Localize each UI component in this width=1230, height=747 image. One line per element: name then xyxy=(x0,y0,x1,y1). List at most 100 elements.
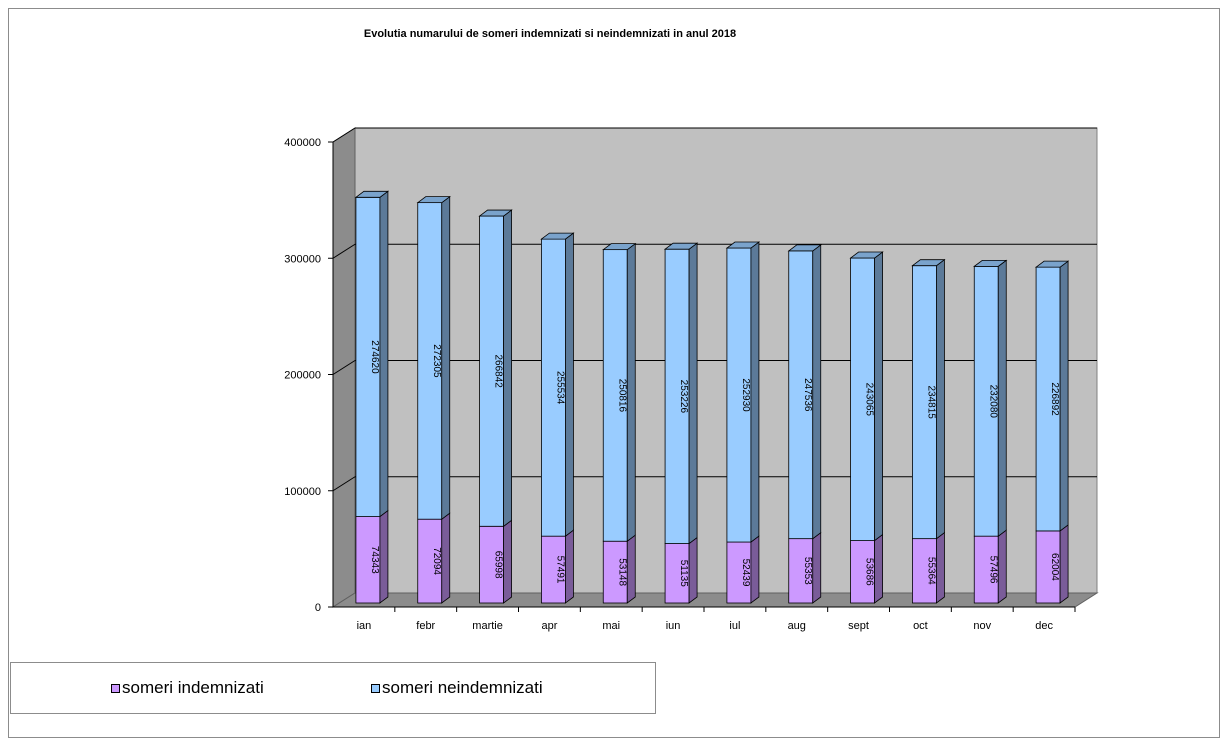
x-tick-label: martie xyxy=(472,620,503,632)
data-label: 74343 xyxy=(369,546,380,574)
bar-indemnizati-side xyxy=(750,535,760,604)
bar-neindemnizati-side xyxy=(379,190,389,518)
bar-neindemnizati-side xyxy=(565,232,574,537)
legend-label-indemnizati: someri indemnizati xyxy=(122,678,264,697)
bar-indemnizati-side xyxy=(441,512,451,604)
bar-indemnizati-side xyxy=(874,533,883,604)
x-tick-label: nov xyxy=(973,620,991,632)
bar-neindemnizati-top xyxy=(973,259,1008,267)
data-label: 57491 xyxy=(554,556,565,584)
bar-indemnizati xyxy=(726,541,752,604)
bar-indemnizati xyxy=(850,540,875,604)
legend-item-indemnizati: someri indemnizati xyxy=(111,678,264,698)
bar-neindemnizati xyxy=(1035,266,1061,532)
bar-neindemnizati-side xyxy=(1059,260,1069,532)
bar-indemnizati xyxy=(602,540,628,604)
x-tick-label: apr xyxy=(541,620,557,632)
bar-neindemnizati-top xyxy=(787,244,822,252)
bar-neindemnizati xyxy=(479,215,504,527)
bar-neindemnizati-side xyxy=(812,244,822,540)
bar-indemnizati-side xyxy=(565,529,574,604)
bar-neindemnizati-side xyxy=(503,209,512,528)
x-tick-label: aug xyxy=(788,620,806,632)
bar-indemnizati-side xyxy=(812,531,822,604)
bar-indemnizati xyxy=(912,538,937,604)
bar-neindemnizati-top xyxy=(849,251,884,259)
bar-neindemnizati-top xyxy=(354,190,390,198)
x-tick-label: febr xyxy=(416,620,435,632)
bar-neindemnizati-side xyxy=(997,259,1007,537)
data-label: 253226 xyxy=(678,380,689,414)
bar-indemnizati-side xyxy=(688,536,698,604)
bar-neindemnizati-side xyxy=(936,258,945,540)
chart-title: Evolutia numarului de someri indemnizati… xyxy=(363,28,737,40)
bar-neindemnizati-top xyxy=(478,209,513,217)
data-label: 55364 xyxy=(925,557,936,585)
bar-indemnizati xyxy=(973,535,999,604)
gridline-side xyxy=(332,127,356,143)
bar-neindemnizati-top xyxy=(725,241,761,249)
legend-label-neindemnizati: someri neindemnizati xyxy=(382,678,543,697)
data-label: 255534 xyxy=(554,371,565,405)
x-tick-label: ian xyxy=(357,620,372,632)
y-tick-label: 200000 xyxy=(284,370,321,382)
x-tick-label: iul xyxy=(729,620,740,632)
data-label: 62004 xyxy=(1049,553,1060,581)
bar-neindemnizati-top xyxy=(602,243,637,251)
bar-indemnizati-side xyxy=(626,534,636,604)
data-label: 243065 xyxy=(864,383,875,417)
legend-swatch-indemnizati xyxy=(111,683,120,693)
chart-legend: someri indemnizati someri neindemnizati xyxy=(10,662,656,714)
data-label: 250816 xyxy=(616,379,627,413)
bar-neindemnizati-top xyxy=(416,196,451,204)
x-tick-label: mai xyxy=(602,620,620,632)
bar-neindemnizati xyxy=(602,249,628,542)
bar-neindemnizati-side xyxy=(874,251,883,542)
bar-neindemnizati-top xyxy=(663,242,699,250)
x-tick-label: sept xyxy=(848,620,869,632)
bar-neindemnizati xyxy=(850,257,875,541)
data-label: 232080 xyxy=(987,385,998,419)
bar-neindemnizati xyxy=(417,202,443,520)
data-label: 272305 xyxy=(431,344,442,378)
x-tick-label: dec xyxy=(1035,620,1053,632)
x-tick-label: oct xyxy=(913,620,928,632)
legend-swatch-neindemnizati xyxy=(371,683,380,693)
bar-indemnizati xyxy=(788,538,814,604)
bar-neindemnizati-side xyxy=(750,241,760,543)
gridline-side xyxy=(332,360,356,375)
data-label: 252930 xyxy=(740,378,751,412)
gridline-side xyxy=(332,243,356,259)
bar-neindemnizati-top xyxy=(540,232,575,240)
data-label: 55353 xyxy=(802,557,813,585)
x-tick-label: iun xyxy=(666,620,681,632)
data-label: 274620 xyxy=(369,340,380,374)
y-tick-label: 0 xyxy=(315,602,321,614)
data-label: 53148 xyxy=(616,558,627,586)
bar-indemnizati xyxy=(1035,530,1061,604)
data-label: 247536 xyxy=(802,378,813,412)
data-label: 266842 xyxy=(493,354,504,388)
data-label: 52439 xyxy=(740,559,751,587)
bar-neindemnizati xyxy=(726,247,752,543)
y-tick-label: 400000 xyxy=(284,137,321,149)
bar-neindemnizati-top xyxy=(1034,260,1070,268)
data-label: 226892 xyxy=(1049,382,1060,416)
bar-indemnizati-side xyxy=(503,519,512,604)
data-label: 72094 xyxy=(431,547,442,575)
bar-neindemnizati-top xyxy=(911,259,946,267)
bar-neindemnizati xyxy=(541,238,566,537)
y-tick-label: 300000 xyxy=(284,253,321,265)
data-label: 234815 xyxy=(925,385,936,419)
bar-indemnizati xyxy=(479,525,504,604)
data-label: 53686 xyxy=(864,558,875,586)
data-label: 57496 xyxy=(987,556,998,584)
legend-item-neindemnizati: someri neindemnizati xyxy=(371,678,543,698)
bar-indemnizati-side xyxy=(379,509,389,604)
bar-neindemnizati-side xyxy=(626,242,636,543)
y-tick-label: 100000 xyxy=(284,486,321,498)
bar-indemnizati-side xyxy=(1059,524,1069,604)
data-label: 51135 xyxy=(678,560,689,588)
gridline-side xyxy=(332,476,356,492)
